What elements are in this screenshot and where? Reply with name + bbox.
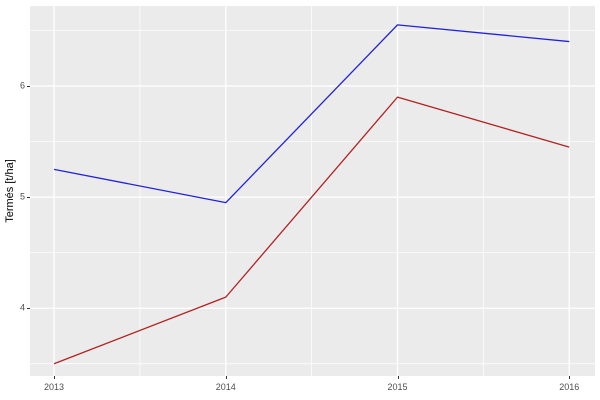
y-tick-mark [27,308,30,310]
y-axis-title: Termés [t/ha] [4,159,16,223]
x-tick-label: 2015 [387,382,408,392]
y-tick-mark [27,86,30,87]
x-tick-mark [54,376,56,379]
y-tick-mark [27,197,30,199]
x-tick-mark [225,376,227,379]
x-tick-label: 2013 [44,382,65,392]
y-tick-label: 5 [19,191,25,202]
panel-background [30,6,595,376]
line-series1 [53,24,570,204]
y-tick-label: 4 [19,302,25,313]
plot-area-svg [30,6,595,376]
x-tick-label: 2014 [215,382,236,392]
plot-panel [30,6,595,376]
x-tick-label: 2016 [559,382,580,392]
line-series2 [53,96,570,365]
x-tick-mark [569,376,571,379]
y-tick-label: 6 [19,80,25,91]
x-tick-mark [397,376,399,379]
